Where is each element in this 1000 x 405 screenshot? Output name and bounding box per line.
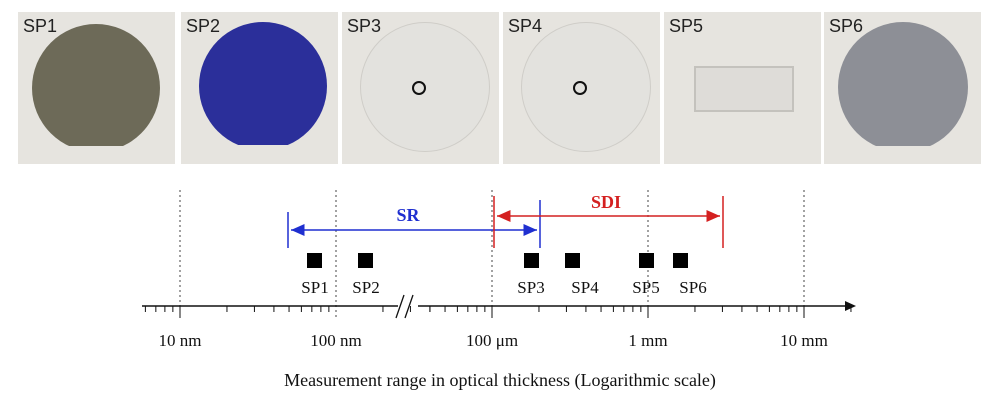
photo-label-sp6: SP6: [829, 16, 864, 36]
guide-lines: [179, 190, 805, 318]
axis-break-2: [404, 294, 414, 319]
tick-label-10mm: 10 mm: [780, 331, 828, 350]
wafer-flat: [181, 145, 338, 155]
sdi-label: SDI: [591, 192, 621, 212]
photo-sp1: SP1: [18, 12, 175, 164]
sample-photos: SP1 SP2 SP3 SP4 SP5 SP6: [18, 12, 981, 164]
photo-sp4: SP4: [503, 12, 660, 164]
sr-label: SR: [396, 205, 420, 225]
marker-sp1: [307, 253, 322, 268]
sample-markers: [307, 253, 688, 268]
spot-marker: [573, 81, 587, 95]
axis-caption: Measurement range in optical thickness (…: [284, 370, 716, 390]
tick-label-100um: 100 μm: [466, 331, 518, 350]
photo-label-sp3: SP3: [347, 16, 382, 36]
tick-label-10nm: 10 nm: [159, 331, 202, 350]
wafer-flat: [18, 146, 175, 156]
axis-break-1: [395, 294, 405, 319]
photo-sp5: SP5: [664, 12, 821, 164]
tick-label-100nm: 100 nm: [310, 331, 361, 350]
marker-sp4: [565, 253, 580, 268]
axis-ticks: [144, 306, 852, 318]
tick-label-1mm: 1 mm: [628, 331, 667, 350]
wafer-sp1: [32, 24, 160, 152]
sample-label-sp6: SP6: [679, 278, 706, 297]
sr-range: SR: [287, 200, 541, 248]
photo-sp3: SP3: [342, 12, 499, 164]
sample-label-sp1: SP1: [301, 278, 328, 297]
wafer-sp2: [199, 22, 327, 150]
rect-sample-sp5: [694, 66, 794, 112]
marker-sp5: [639, 253, 654, 268]
photo-label-sp2: SP2: [186, 16, 221, 36]
photo-sp2: SP2: [181, 12, 338, 164]
marker-sp3: [524, 253, 539, 268]
sample-label-sp4: SP4: [571, 278, 599, 297]
photo-sp6: SP6: [824, 12, 981, 164]
wafer-sp6: [838, 22, 968, 152]
sdi-range: SDI: [493, 192, 724, 248]
marker-sp6: [673, 253, 688, 268]
sample-label-sp3: SP3: [517, 278, 544, 297]
sample-label-sp2: SP2: [352, 278, 379, 297]
marker-sp2: [358, 253, 373, 268]
photo-label-sp5: SP5: [669, 16, 704, 36]
spot-marker: [412, 81, 426, 95]
wafer-flat: [824, 146, 981, 156]
sample-label-sp5: SP5: [632, 278, 659, 297]
log-axis: [142, 294, 856, 319]
sample-labels: SP1 SP2 SP3 SP4 SP5 SP6: [301, 278, 706, 297]
photo-label-sp1: SP1: [23, 16, 58, 36]
axis-tick-labels: 10 nm 100 nm 100 μm 1 mm 10 mm: [159, 331, 828, 350]
photo-label-sp4: SP4: [508, 16, 543, 36]
